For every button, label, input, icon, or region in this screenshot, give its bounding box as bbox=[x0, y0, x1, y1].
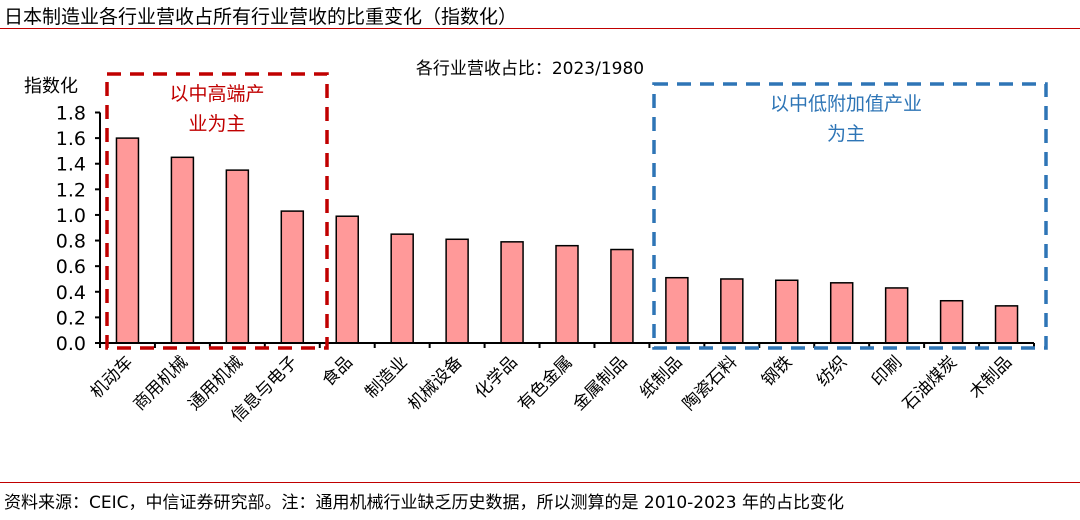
bar-木制品 bbox=[994, 305, 1019, 344]
bar-食品 bbox=[335, 215, 359, 344]
page-title: 日本制造业各行业营收占所有行业营收的比重变化（指数化） bbox=[4, 6, 518, 28]
bar-制造业 bbox=[390, 233, 414, 344]
x-tick-label: 木制品 bbox=[966, 352, 1016, 402]
bar-纺织 bbox=[829, 282, 854, 344]
x-tick-label: 商用机械 bbox=[130, 352, 192, 414]
x-tick-label: 食品 bbox=[319, 352, 357, 390]
x-tick-label: 纸制品 bbox=[636, 352, 686, 402]
y-axis-label: 指数化 bbox=[24, 76, 78, 97]
annotation-label: 以中高端产 bbox=[169, 83, 264, 105]
source-divider bbox=[0, 482, 1080, 483]
bar-信息与电子 bbox=[280, 210, 305, 344]
bar-有色金属 bbox=[555, 244, 579, 344]
x-tick-label: 机械设备 bbox=[404, 352, 466, 414]
y-tick-label: 1.0 bbox=[56, 205, 86, 227]
chart-title: 各行业营收占比：2023/1980 bbox=[416, 59, 644, 79]
x-tick-label: 陶瓷石料 bbox=[679, 352, 741, 414]
y-tick-label: 1.6 bbox=[56, 128, 86, 150]
source-note: 资料来源：CEIC，中信证券研究部。注：通用机械行业缺乏历史数据，所以测算的是 … bbox=[4, 493, 844, 513]
x-tick-label: 钢铁 bbox=[758, 352, 796, 390]
x-tick-label: 纺织 bbox=[813, 352, 851, 390]
y-tick-label: 0.0 bbox=[56, 333, 86, 355]
bar-陶瓷石料 bbox=[720, 278, 744, 344]
bar-商用机械 bbox=[170, 156, 195, 344]
bar-石油煤炭 bbox=[939, 299, 964, 344]
bar-钢铁 bbox=[775, 279, 799, 344]
y-tick-label: 0.4 bbox=[56, 282, 86, 304]
bar-机动车 bbox=[115, 137, 140, 344]
x-tick-label: 印刷 bbox=[868, 352, 906, 390]
x-tick-label: 化学品 bbox=[471, 352, 521, 402]
bar-chart: 各行业营收占比：2023/1980 指数化 0.0 0.2 0.4 0.6 0.8 1.0 1.… bbox=[24, 59, 1048, 427]
y-tick-label: 1.2 bbox=[56, 179, 86, 201]
x-tick-label: 制造业 bbox=[362, 352, 412, 402]
annotation-label: 业为主 bbox=[188, 113, 245, 135]
x-tick-label: 石油煤炭 bbox=[899, 352, 961, 414]
title-divider bbox=[0, 28, 1080, 29]
bar-通用机械 bbox=[225, 169, 250, 344]
annotation-label: 以中低附加值产业 bbox=[770, 93, 922, 115]
y-tick-label: 0.2 bbox=[56, 307, 86, 329]
bar-纸制品 bbox=[665, 276, 689, 344]
y-tick-label: 0.8 bbox=[56, 231, 86, 253]
annotation-box bbox=[652, 82, 1048, 350]
annotation-label: 为主 bbox=[827, 123, 865, 145]
x-tick-label: 有色金属 bbox=[514, 352, 576, 414]
y-tick-label: 1.4 bbox=[56, 154, 86, 176]
x-tick-label: 金属制品 bbox=[569, 352, 631, 414]
annotation-box bbox=[105, 72, 329, 350]
x-tick-label: 机动车 bbox=[87, 352, 137, 402]
y-tick-label: 0.6 bbox=[56, 256, 86, 278]
bar-化学品 bbox=[500, 241, 524, 344]
y-tick-label: 1.8 bbox=[56, 103, 86, 125]
bar-金属制品 bbox=[610, 248, 634, 344]
bar-机械设备 bbox=[445, 238, 469, 344]
bar-印刷 bbox=[884, 287, 909, 344]
